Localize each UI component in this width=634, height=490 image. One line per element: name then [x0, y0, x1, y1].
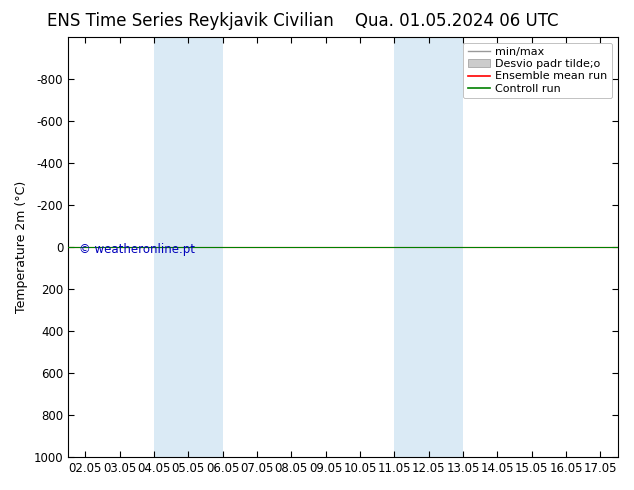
- Text: ENS Time Series Reykjavik Civilian: ENS Time Series Reykjavik Civilian: [47, 12, 333, 30]
- Text: Qua. 01.05.2024 06 UTC: Qua. 01.05.2024 06 UTC: [355, 12, 558, 30]
- Text: © weatheronline.pt: © weatheronline.pt: [79, 243, 195, 256]
- Bar: [394, 37, 463, 457]
- Bar: [154, 37, 223, 457]
- Y-axis label: Temperature 2m (°C): Temperature 2m (°C): [15, 181, 28, 313]
- Legend: min/max, Desvio padr tilde;o, Ensemble mean run, Controll run: min/max, Desvio padr tilde;o, Ensemble m…: [463, 43, 612, 98]
